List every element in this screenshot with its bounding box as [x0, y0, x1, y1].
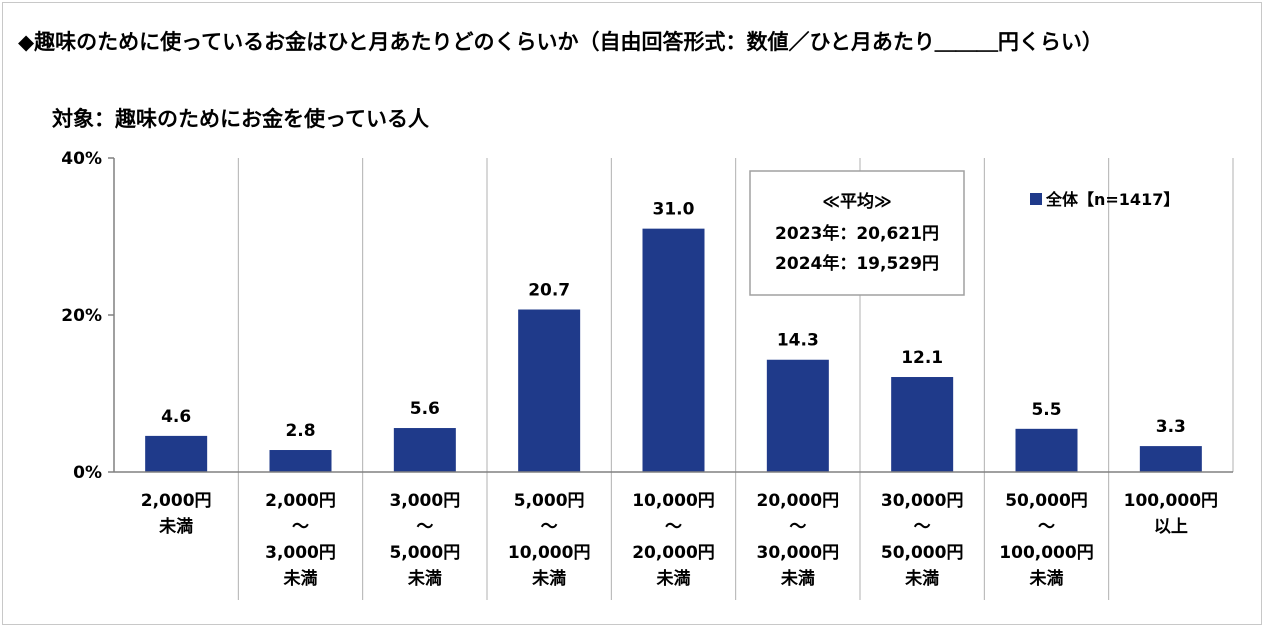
category-label: 2,000円未満: [141, 491, 212, 537]
category-label: 30,000円～ 50,000円未満: [881, 491, 964, 589]
category-label: 3,000円～ 5,000円未満: [389, 491, 460, 589]
average-box: ≪平均≫ 2023年：20,621円 2024年：19,529円: [749, 170, 965, 296]
value-label: 14.3: [777, 331, 819, 351]
value-label: 12.1: [901, 348, 943, 368]
average-heading: ≪平均≫: [822, 191, 892, 212]
legend: 全体【n=1417】: [1030, 190, 1179, 209]
bar: [145, 435, 208, 472]
bar: [1139, 446, 1202, 472]
bar: [766, 359, 829, 472]
y-tick-label: 40%: [61, 149, 102, 169]
y-tick-label: 20%: [61, 306, 102, 326]
bar: [891, 377, 954, 472]
average-2023: 2023年：20,621円: [775, 223, 939, 244]
average-2024: 2024年：19,529円: [775, 253, 939, 274]
category-label: 100,000円以上: [1124, 491, 1218, 537]
bars-layer: [145, 228, 1202, 472]
grid-layer: [237, 158, 1234, 600]
value-label: 5.6: [410, 399, 440, 419]
labels-layer: 4.6 2,000円未満 2.8 2,000円～ 3,000円未満 5.6 3,000円～ 5…: [141, 200, 1218, 589]
axis-layer: 0% 20% 40%: [61, 149, 1233, 483]
category-label: 2,000円～ 3,000円未満: [265, 491, 336, 589]
category-label: 5,000円～ 10,000円未満: [508, 491, 591, 589]
value-label: 20.7: [528, 281, 570, 301]
value-label: 2.8: [285, 421, 315, 441]
bar: [1015, 428, 1078, 472]
chart-subtitle: 対象：趣味のためにお金を使っている人: [52, 107, 429, 131]
value-label: 31.0: [653, 200, 695, 220]
legend-swatch: [1030, 193, 1042, 205]
bar: [269, 450, 332, 472]
legend-label: 全体【n=1417】: [1045, 190, 1179, 209]
value-label: 4.6: [161, 407, 191, 427]
category-label: 50,000円～ 100,000円未満: [999, 491, 1093, 589]
category-label: 20,000円～ 30,000円未満: [757, 491, 840, 589]
value-label: 3.3: [1156, 417, 1186, 437]
chart-title: ◆趣味のために使っているお金はひと月あたりどのくらいか（自由回答形式：数値／ひと…: [18, 30, 1103, 54]
value-label: 5.5: [1031, 400, 1061, 420]
category-label: 10,000円～ 20,000円未満: [632, 491, 715, 589]
bar: [518, 309, 581, 472]
bar: [642, 228, 705, 472]
bar: [393, 428, 456, 472]
y-tick-label: 0%: [73, 463, 102, 483]
